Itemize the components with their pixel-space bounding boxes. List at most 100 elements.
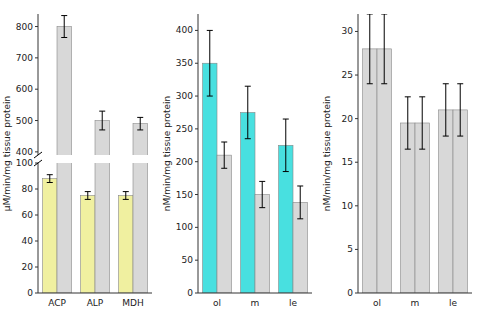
y-tick — [195, 128, 198, 129]
error-line — [300, 186, 301, 219]
error-bar — [61, 16, 67, 38]
y-tick-label: 60 — [22, 210, 34, 220]
error-bar — [297, 186, 303, 219]
error-cap — [297, 185, 303, 186]
upper-panel: 400500600700800 — [16, 14, 148, 277]
y-tick-label: 0 — [347, 288, 353, 298]
y-tick-label: 10 — [342, 201, 354, 211]
error-bar — [443, 84, 449, 136]
y-tick — [355, 162, 358, 163]
y-tick — [35, 57, 38, 58]
y-tick-label: 200 — [176, 157, 193, 167]
bar — [203, 63, 217, 293]
error-line — [369, 14, 370, 84]
error-cap — [443, 83, 449, 84]
break-mark — [34, 160, 42, 166]
y-tick-label: 100 — [16, 158, 33, 168]
error-cap — [137, 129, 143, 130]
y-tick — [195, 194, 198, 195]
y-tick-label: 20 — [342, 114, 354, 124]
error-cap — [99, 129, 105, 130]
error-bar — [123, 192, 129, 200]
y-tick — [35, 26, 38, 27]
error-bar — [283, 119, 289, 172]
bar-below-break — [95, 163, 109, 293]
error-line — [87, 192, 88, 200]
error-bar — [457, 84, 463, 136]
y-tick-label: 50 — [182, 255, 194, 265]
error-cap — [457, 83, 463, 84]
error-line — [209, 30, 210, 96]
x-tick-label: le — [449, 298, 458, 308]
y-axis-line — [358, 14, 359, 293]
y-axis-label: nM/min/mg tissue protein — [322, 96, 332, 211]
y-tick-label: 100 — [176, 222, 193, 232]
error-cap — [61, 15, 67, 16]
y-tick — [355, 293, 358, 294]
error-cap — [297, 218, 303, 219]
y-tick-label: 15 — [342, 157, 353, 167]
y-tick-label: 20 — [22, 262, 34, 272]
error-line — [247, 86, 248, 139]
y-tick-label: 80 — [22, 184, 34, 194]
bar-below-break — [57, 163, 71, 293]
y-tick — [355, 118, 358, 119]
error-cap — [443, 136, 449, 137]
y-tick — [355, 249, 358, 250]
error-cap — [405, 149, 411, 150]
error-cap — [47, 182, 53, 183]
error-line — [49, 175, 50, 183]
y-tick-label: 250 — [176, 124, 193, 134]
break-mark — [34, 152, 42, 158]
bar — [241, 112, 255, 293]
plot-area — [363, 14, 468, 293]
y-tick — [35, 189, 38, 190]
error-bar — [47, 175, 53, 183]
y-tick-label: 0 — [27, 288, 33, 298]
chart-root: 020406080100400500600700800ACPALPMDHμM/m… — [0, 0, 480, 319]
error-cap — [283, 119, 289, 120]
error-cap — [283, 171, 289, 172]
y-tick — [195, 227, 198, 228]
error-cap — [61, 37, 67, 38]
y-tick — [355, 205, 358, 206]
y-tick — [195, 96, 198, 97]
y-tick — [195, 293, 198, 294]
error-bar — [381, 14, 387, 84]
error-cap — [245, 138, 251, 139]
y-tick — [35, 151, 38, 152]
subplot: 051015202530olmlenM/min/mg tissue protei… — [322, 14, 472, 308]
error-cap — [221, 142, 227, 143]
y-tick-label: 300 — [176, 91, 193, 101]
x-axis-line — [358, 293, 472, 294]
y-axis-label: μM/min/mg tissue protein — [2, 96, 12, 211]
x-axis-line — [38, 293, 152, 294]
error-cap — [221, 168, 227, 169]
y-axis-line — [198, 14, 199, 293]
error-cap — [381, 14, 387, 15]
plot-area — [43, 163, 148, 293]
x-tick-label: ACP — [48, 298, 66, 308]
plot-area — [203, 30, 308, 293]
y-tick-label: 40 — [22, 236, 34, 246]
error-cap — [419, 96, 425, 97]
x-axis-line — [198, 293, 312, 294]
error-cap — [381, 83, 387, 84]
error-bar — [221, 142, 227, 168]
bar — [363, 49, 377, 293]
subplot: 050100150200250300350400olmlenM/min/mg t… — [162, 14, 312, 308]
error-bar — [419, 97, 425, 149]
error-line — [460, 84, 461, 136]
error-bar — [207, 30, 213, 96]
error-line — [140, 117, 141, 130]
y-tick — [355, 31, 358, 32]
error-cap — [457, 136, 463, 137]
error-line — [64, 16, 65, 38]
error-cap — [137, 117, 143, 118]
error-cap — [207, 30, 213, 31]
error-line — [102, 111, 103, 130]
error-cap — [367, 83, 373, 84]
y-tick — [195, 30, 198, 31]
y-tick — [195, 63, 198, 64]
y-tick-label: 800 — [16, 22, 33, 32]
